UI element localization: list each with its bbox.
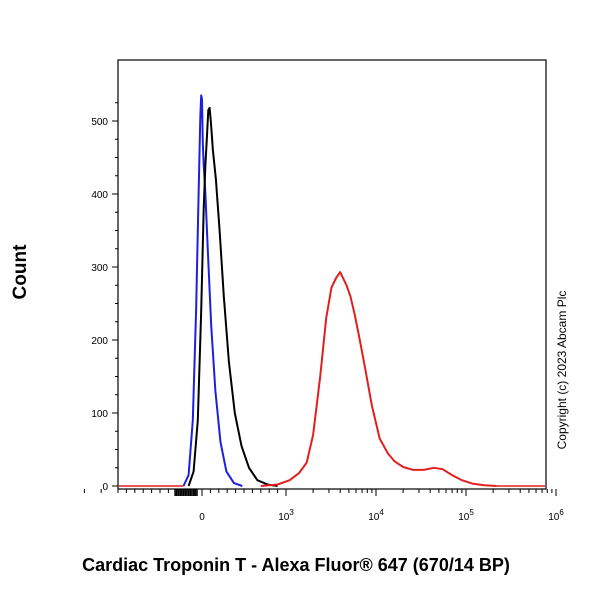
series-line-3 [260,271,497,487]
y-tick-label: 0 [102,482,108,493]
y-axis-title: Count [10,244,31,300]
y-tick-label: 500 [91,117,108,128]
x-tick-label: 105 [458,508,474,523]
series-line-1 [182,94,243,487]
x-tick-label: 104 [368,508,384,523]
copyright-watermark: Copyright (c) 2023 Abcam Plc [555,291,569,450]
y-tick-label: 200 [91,336,108,347]
y-tick-label: 300 [91,263,108,274]
series-line-2 [187,106,278,487]
x-tick-label: 106 [548,508,564,523]
x-axis-title: Cardiac Troponin T - Alexa Fluor® 647 (6… [82,555,510,575]
x-axis: 0 103 104 105 106 [83,489,564,523]
y-axis: 0 100 200 300 400 500 [91,102,118,493]
y-tick-label: 100 [91,409,108,420]
plot-frame [117,59,547,490]
series-layer [119,94,545,487]
x-tick-label: 103 [278,508,294,523]
y-tick-label: 400 [91,190,108,201]
x-tick-label: 0 [199,512,205,523]
